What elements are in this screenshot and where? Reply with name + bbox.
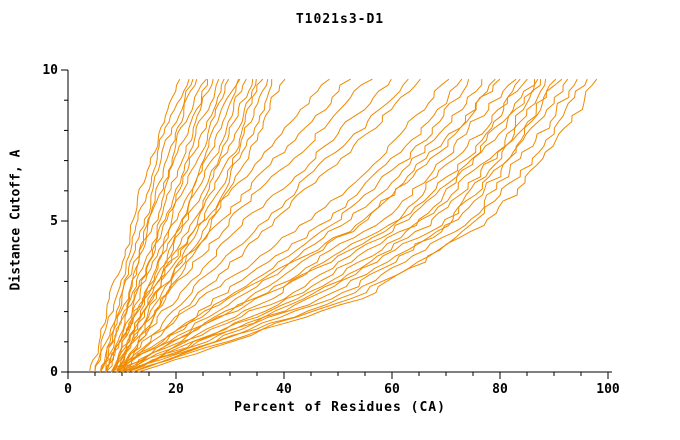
model-curve [116, 79, 257, 373]
x-tick-label: 0 [64, 382, 72, 397]
model-curve [110, 78, 501, 373]
model-curve [99, 78, 220, 373]
model-curve [105, 78, 214, 373]
x-tick-label: 60 [384, 382, 400, 397]
model-curve [94, 78, 190, 373]
model-curve [89, 78, 181, 373]
model-curve [116, 78, 463, 373]
chart-title: T1021s3-D1 [295, 12, 385, 27]
model-curve [116, 78, 517, 373]
x-tick-label: 20 [168, 382, 184, 397]
model-curve [116, 78, 409, 373]
model-curve [105, 78, 225, 373]
model-curve [132, 78, 569, 373]
y-tick-label: 10 [42, 63, 58, 78]
x-tick-label: 100 [596, 382, 620, 397]
model-curve [132, 78, 563, 373]
model-curve [116, 79, 254, 373]
model-curve [121, 78, 521, 373]
model-curve [110, 78, 240, 373]
model-curve [105, 78, 241, 373]
model-curve [110, 78, 450, 373]
model-curve [105, 78, 330, 373]
model-curve [121, 79, 483, 373]
model-curve [127, 79, 547, 373]
model-curve [132, 78, 588, 373]
model-curve [127, 79, 535, 373]
y-tick-label: 0 [50, 365, 58, 380]
y-tick-label: 5 [50, 214, 58, 229]
x-axis-label: Percent of Residues (CA) [234, 400, 446, 415]
model-curve [121, 78, 421, 373]
model-curve [121, 79, 273, 373]
model-curve [110, 78, 373, 373]
x-tick-label: 80 [492, 382, 508, 397]
model-curve [121, 78, 286, 373]
model-curve [105, 79, 208, 373]
model-curve [94, 78, 194, 373]
model-curve [110, 78, 351, 373]
model-curve [138, 78, 598, 373]
model-curve [121, 78, 539, 373]
model-curve [99, 78, 198, 373]
x-tick-label: 40 [276, 382, 292, 397]
model-curve [116, 78, 392, 373]
model-curve [116, 78, 528, 373]
model-curve [99, 78, 207, 373]
model-curve [121, 79, 541, 373]
model-curve [121, 78, 496, 373]
model-curve [127, 78, 578, 373]
